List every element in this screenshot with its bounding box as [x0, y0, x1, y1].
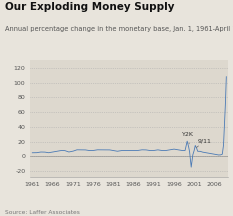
Text: Annual percentage change in the monetary base, Jan. 1, 1961-April 1, 2009: Annual percentage change in the monetary…	[5, 26, 233, 32]
Text: Y2K: Y2K	[182, 132, 194, 144]
Text: Source: Laffer Associates: Source: Laffer Associates	[5, 210, 79, 215]
Text: Our Exploding Money Supply: Our Exploding Money Supply	[5, 2, 174, 12]
Text: 9/11: 9/11	[196, 138, 212, 148]
